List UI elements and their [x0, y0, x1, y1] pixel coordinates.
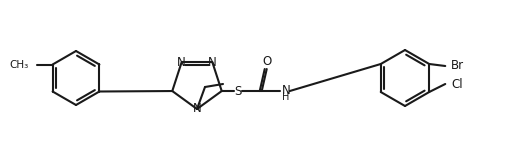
- Text: CH₃: CH₃: [9, 60, 29, 69]
- Text: N: N: [177, 57, 186, 69]
- Text: N: N: [208, 57, 217, 69]
- Text: O: O: [262, 55, 271, 68]
- Text: N: N: [193, 101, 201, 114]
- Text: Cl: Cl: [451, 78, 463, 91]
- Text: N: N: [282, 84, 290, 97]
- Text: H: H: [282, 92, 289, 102]
- Text: S: S: [234, 85, 242, 98]
- Text: Br: Br: [451, 60, 464, 73]
